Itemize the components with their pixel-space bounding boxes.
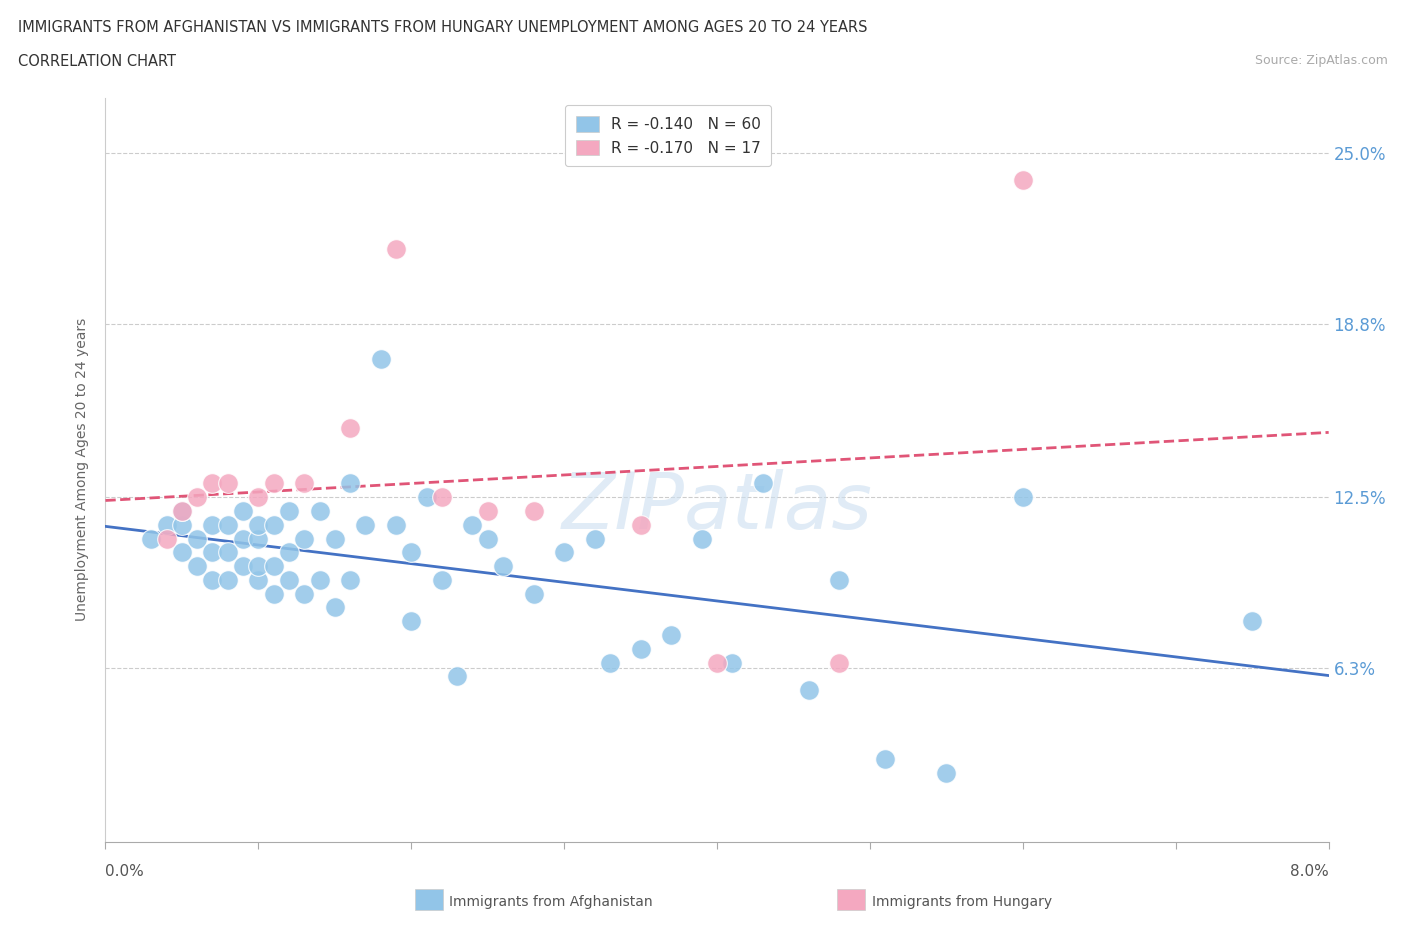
Point — [752, 476, 775, 491]
Y-axis label: Unemployment Among Ages 20 to 24 years: Unemployment Among Ages 20 to 24 years — [76, 318, 90, 621]
Point — [430, 490, 453, 505]
Text: Immigrants from Afghanistan: Immigrants from Afghanistan — [449, 895, 652, 909]
Point — [339, 573, 361, 588]
Point — [630, 517, 652, 532]
Point — [141, 531, 163, 546]
Point — [247, 517, 270, 532]
Text: 0.0%: 0.0% — [105, 864, 145, 879]
Legend: R = -0.140   N = 60, R = -0.170   N = 17: R = -0.140 N = 60, R = -0.170 N = 17 — [565, 105, 772, 166]
Point — [583, 531, 606, 546]
Point — [308, 573, 330, 588]
Point — [690, 531, 713, 546]
Point — [935, 765, 957, 780]
Point — [446, 669, 468, 684]
Point — [599, 655, 621, 670]
Point — [232, 503, 254, 518]
Point — [201, 573, 224, 588]
Point — [323, 531, 346, 546]
Point — [292, 531, 315, 546]
Point — [201, 476, 224, 491]
Point — [1241, 614, 1264, 629]
Point — [828, 655, 851, 670]
Point — [1011, 490, 1033, 505]
Point — [339, 421, 361, 436]
Text: ZIPatlas: ZIPatlas — [561, 469, 873, 545]
Point — [263, 586, 285, 601]
Point — [156, 517, 179, 532]
Point — [370, 352, 392, 366]
Point — [186, 490, 208, 505]
Point — [217, 517, 239, 532]
Point — [156, 531, 179, 546]
Point — [875, 751, 897, 766]
Point — [401, 545, 423, 560]
Point — [385, 242, 408, 257]
Text: Source: ZipAtlas.com: Source: ZipAtlas.com — [1254, 54, 1388, 67]
Point — [1011, 173, 1033, 188]
Point — [170, 517, 193, 532]
Point — [263, 476, 285, 491]
Point — [659, 628, 682, 643]
Point — [523, 503, 546, 518]
Point — [323, 600, 346, 615]
Point — [339, 476, 361, 491]
Point — [232, 531, 254, 546]
Point — [430, 573, 453, 588]
Point — [170, 503, 193, 518]
Point — [232, 559, 254, 574]
Point — [186, 531, 208, 546]
Point — [292, 586, 315, 601]
Point — [492, 559, 515, 574]
Point — [217, 573, 239, 588]
Point — [385, 517, 408, 532]
Point — [415, 490, 437, 505]
Point — [170, 503, 193, 518]
Point — [186, 559, 208, 574]
Point — [401, 614, 423, 629]
Point — [278, 545, 301, 560]
Point — [308, 503, 330, 518]
Point — [292, 476, 315, 491]
Text: IMMIGRANTS FROM AFGHANISTAN VS IMMIGRANTS FROM HUNGARY UNEMPLOYMENT AMONG AGES 2: IMMIGRANTS FROM AFGHANISTAN VS IMMIGRANT… — [18, 20, 868, 35]
Point — [630, 642, 652, 657]
Point — [523, 586, 546, 601]
Point — [706, 655, 728, 670]
Text: CORRELATION CHART: CORRELATION CHART — [18, 54, 176, 69]
Point — [278, 573, 301, 588]
Point — [263, 559, 285, 574]
Point — [553, 545, 575, 560]
Point — [217, 545, 239, 560]
Point — [721, 655, 744, 670]
Point — [247, 490, 270, 505]
Point — [201, 517, 224, 532]
Point — [477, 503, 499, 518]
Point — [247, 573, 270, 588]
Point — [461, 517, 484, 532]
Point — [201, 545, 224, 560]
Point — [263, 517, 285, 532]
Point — [247, 531, 270, 546]
Point — [477, 531, 499, 546]
Text: 8.0%: 8.0% — [1289, 864, 1329, 879]
Point — [247, 559, 270, 574]
Point — [828, 573, 851, 588]
Point — [217, 476, 239, 491]
Point — [278, 503, 301, 518]
Point — [354, 517, 377, 532]
Point — [797, 683, 820, 698]
Point — [170, 545, 193, 560]
Text: Immigrants from Hungary: Immigrants from Hungary — [872, 895, 1052, 909]
